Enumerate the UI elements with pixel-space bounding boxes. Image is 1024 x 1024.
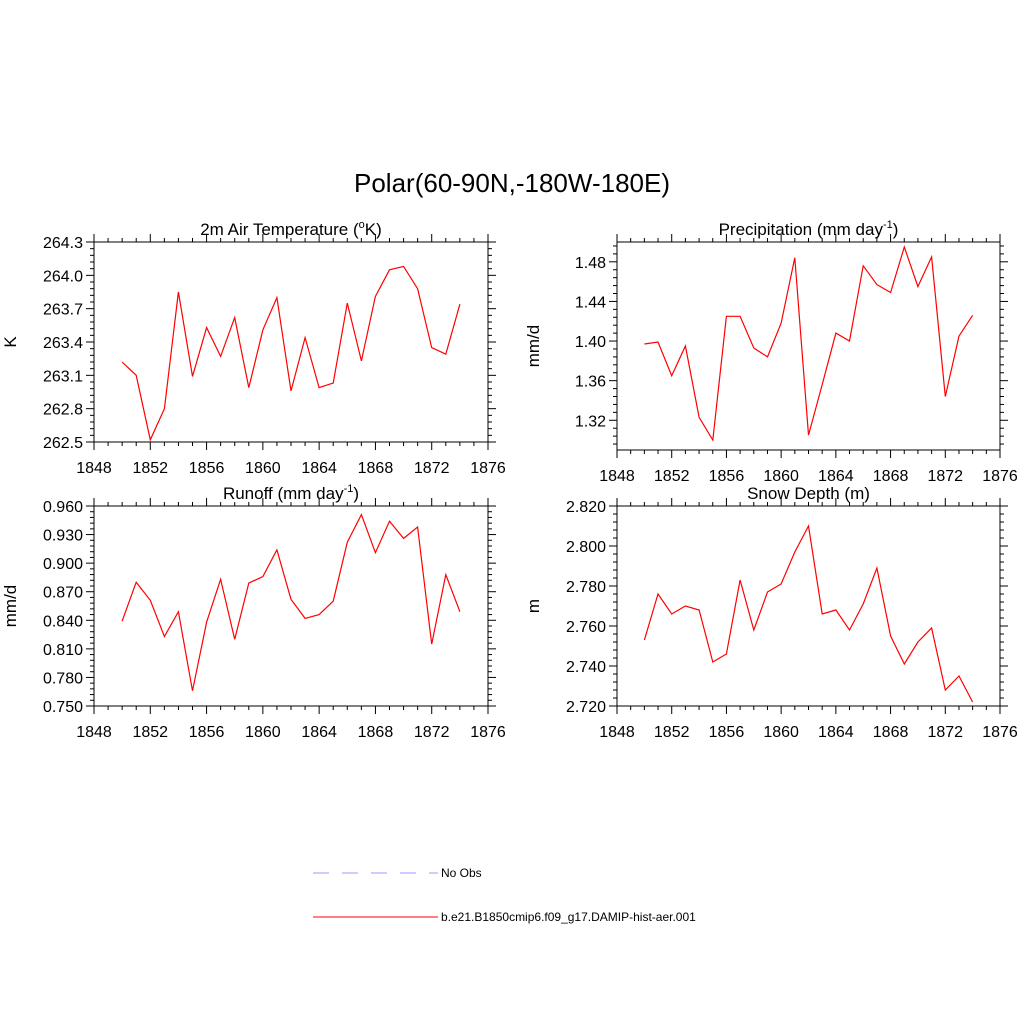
y-tick-label: 2.720 — [566, 699, 606, 716]
legend-label: No Obs — [441, 866, 482, 880]
x-tick-label: 1852 — [132, 724, 168, 741]
x-tick-label: 1848 — [76, 460, 112, 477]
y-tick-label: 264.0 — [43, 268, 83, 285]
panel-3: Runoff (mm day-1) mm/d 1848 1852 1856 1860 186… — [1, 483, 506, 741]
series-line — [643, 524, 974, 703]
panel-title-tail: ) — [353, 484, 359, 503]
y-tick-label: 0.930 — [43, 528, 83, 545]
x-tick-label: 1872 — [414, 460, 450, 477]
panel-title-main: Runoff (mm day — [223, 484, 344, 503]
x-tick-label: 1864 — [301, 460, 337, 477]
x-tick-label: 1852 — [654, 724, 690, 741]
y-tick-label: 2.760 — [566, 619, 606, 636]
x-tick-label: 1856 — [189, 724, 225, 741]
x-tick-label: 1856 — [189, 460, 225, 477]
x-tick-label: 1860 — [245, 460, 281, 477]
y-tick-label: 0.960 — [43, 499, 83, 516]
y-axis-label: mm/d — [524, 325, 543, 368]
x-tick-label: 1868 — [358, 724, 394, 741]
panel-title-tail: ) — [893, 220, 899, 239]
series-line — [121, 265, 461, 442]
y-tick-label: 1.36 — [575, 374, 606, 391]
x-tick-label: 1864 — [818, 468, 854, 485]
x-tick-label: 1868 — [873, 724, 909, 741]
figure-title: Polar(60-90N,-180W-180E) — [354, 168, 670, 198]
y-tick-label: 0.750 — [43, 699, 83, 716]
y-tick-label: 263.7 — [43, 302, 83, 319]
x-tick-label: 1848 — [599, 724, 635, 741]
y-tick-label: 2.800 — [566, 539, 606, 556]
y-tick-label: 1.48 — [575, 255, 606, 272]
y-tick-label: 1.44 — [575, 294, 606, 311]
x-tick-label: 1876 — [470, 460, 506, 477]
panel-title: Precipitation (mm day-1) — [719, 219, 899, 239]
legend: No Obs b.e21.B1850cmip6.f09_g17.DAMIP-his… — [313, 866, 696, 924]
y-axis-label: mm/d — [1, 585, 20, 628]
plot-frame — [616, 241, 1001, 451]
y-tick-label: 0.780 — [43, 670, 83, 687]
legend-entry: No Obs — [313, 866, 482, 880]
y-tick-label: 0.900 — [43, 556, 83, 573]
legend-entry: b.e21.B1850cmip6.f09_g17.DAMIP-hist-aer.… — [313, 910, 696, 924]
panels-group: 2m Air Temperature (oK) K 1848 1852 1856 1860… — [1, 219, 1018, 741]
y-tick-label: 2.780 — [566, 579, 606, 596]
panel-4: Snow Depth (m) m 1848 1852 1856 1860 1864 1868 1… — [524, 484, 1018, 741]
panel-title-main: Snow Depth (m) — [747, 484, 870, 503]
y-tick-label: 263.1 — [43, 368, 83, 385]
x-tick-label: 1860 — [245, 724, 281, 741]
panel-title: 2m Air Temperature (oK) — [200, 219, 382, 239]
legend-label: b.e21.B1850cmip6.f09_g17.DAMIP-hist-aer.… — [441, 910, 696, 924]
series-line — [644, 245, 974, 442]
y-tick-label: 2.820 — [566, 499, 606, 516]
x-tick-label: 1852 — [654, 468, 690, 485]
x-tick-label: 1868 — [873, 468, 909, 485]
x-tick-label: 1876 — [982, 724, 1018, 741]
x-tick-label: 1852 — [132, 460, 168, 477]
y-tick-label: 262.5 — [43, 435, 83, 452]
x-tick-label: 1864 — [301, 724, 337, 741]
panel-title: Snow Depth (m) — [747, 484, 870, 503]
x-tick-label: 1868 — [358, 460, 394, 477]
y-axis-label: K — [1, 336, 20, 348]
y-tick-label: 0.870 — [43, 585, 83, 602]
panel-1: 2m Air Temperature (oK) K 1848 1852 1856 1860… — [1, 219, 506, 477]
y-tick-label: 0.810 — [43, 642, 83, 659]
x-tick-label: 1872 — [414, 724, 450, 741]
series-line — [121, 513, 461, 691]
panel-title-main: 2m Air Temperature ( — [200, 220, 359, 239]
panel-title-superscript: -1 — [344, 483, 354, 495]
panel-title: Runoff (mm day-1) — [223, 483, 359, 503]
y-axis-label: m — [524, 599, 543, 613]
x-tick-label: 1860 — [763, 468, 799, 485]
x-tick-label: 1864 — [818, 724, 854, 741]
y-tick-label: 264.3 — [43, 235, 83, 252]
x-tick-label: 1856 — [709, 468, 745, 485]
x-tick-label: 1876 — [470, 724, 506, 741]
y-tick-label: 2.740 — [566, 659, 606, 676]
x-tick-label: 1856 — [709, 724, 745, 741]
y-tick-label: 262.8 — [43, 402, 83, 419]
plot-frame — [93, 241, 489, 443]
x-tick-label: 1860 — [763, 724, 799, 741]
x-tick-label: 1876 — [982, 468, 1018, 485]
x-tick-label: 1872 — [927, 468, 963, 485]
panel-title-superscript: -1 — [883, 219, 893, 231]
panel-title-superscript: o — [359, 219, 365, 231]
y-tick-label: 0.840 — [43, 613, 83, 630]
y-tick-label: 263.4 — [43, 335, 83, 352]
x-tick-label: 1848 — [76, 724, 112, 741]
x-tick-label: 1848 — [599, 468, 635, 485]
y-tick-label: 1.40 — [575, 334, 606, 351]
y-tick-label: 1.32 — [575, 413, 606, 430]
panel-2: Precipitation (mm day-1) mm/d 1848 1852 1856… — [524, 219, 1018, 485]
panel-title-tail: K) — [365, 220, 382, 239]
panel-title-main: Precipitation (mm day — [719, 220, 884, 239]
x-tick-label: 1872 — [927, 724, 963, 741]
